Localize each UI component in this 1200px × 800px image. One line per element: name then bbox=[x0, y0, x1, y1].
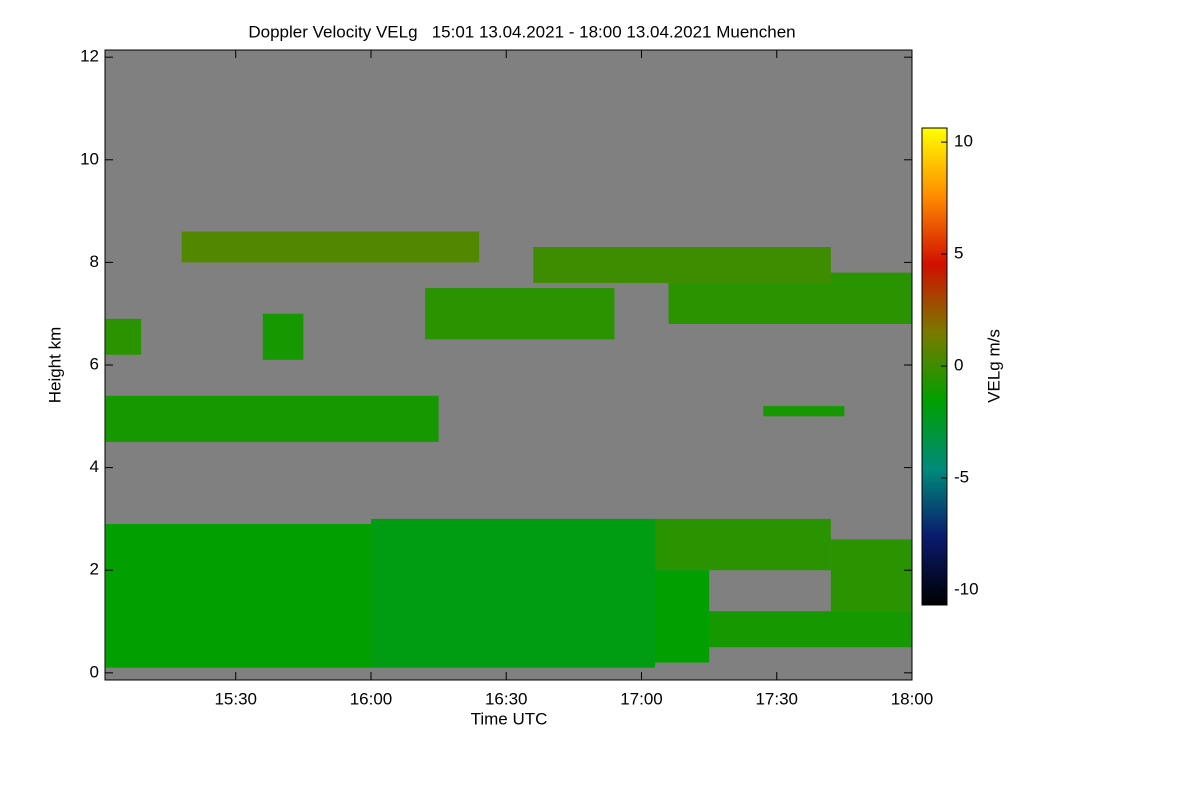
velocity-region bbox=[370, 518, 656, 668]
x-axis-label: Time UTC bbox=[471, 709, 548, 728]
velocity-region bbox=[655, 570, 710, 663]
colorbar-tick-label: 10 bbox=[954, 132, 973, 151]
y-tick-label: 6 bbox=[90, 354, 99, 373]
velocity-region bbox=[105, 395, 439, 442]
velocity-region bbox=[105, 318, 142, 355]
chart-title: Doppler Velocity VELg 15:01 13.04.2021 -… bbox=[248, 22, 795, 41]
y-tick-label: 12 bbox=[80, 47, 99, 66]
y-tick-label: 10 bbox=[80, 149, 99, 168]
x-tick-label: 16:00 bbox=[350, 689, 393, 708]
colorbar-tick-label: -5 bbox=[954, 468, 969, 487]
velocity-region bbox=[262, 313, 304, 360]
y-tick-label: 8 bbox=[90, 252, 99, 271]
x-tick-label: 18:00 bbox=[891, 689, 934, 708]
y-tick-label: 0 bbox=[90, 662, 99, 681]
y-tick-label: 2 bbox=[90, 560, 99, 579]
y-axis-label: Height km bbox=[45, 327, 64, 404]
colorbar-tick-label: 5 bbox=[954, 244, 963, 263]
x-tick-label: 16:30 bbox=[485, 689, 528, 708]
velocity-region bbox=[105, 524, 371, 668]
colorbar-tick-label: 0 bbox=[954, 356, 963, 375]
velocity-region bbox=[425, 288, 615, 340]
y-tick-label: 4 bbox=[90, 457, 99, 476]
velocity-region bbox=[655, 518, 831, 571]
x-tick-label: 17:30 bbox=[755, 689, 798, 708]
colorbar-tick-label: -10 bbox=[954, 579, 979, 598]
velocity-region bbox=[763, 406, 845, 417]
colorbar-label: VELg m/s bbox=[984, 329, 1003, 403]
velocity-region bbox=[830, 539, 912, 612]
velocity-region bbox=[181, 231, 480, 263]
velocity-region bbox=[533, 247, 831, 283]
x-tick-label: 15:30 bbox=[214, 689, 257, 708]
velocity-region bbox=[709, 611, 912, 648]
x-tick-label: 17:00 bbox=[620, 689, 663, 708]
